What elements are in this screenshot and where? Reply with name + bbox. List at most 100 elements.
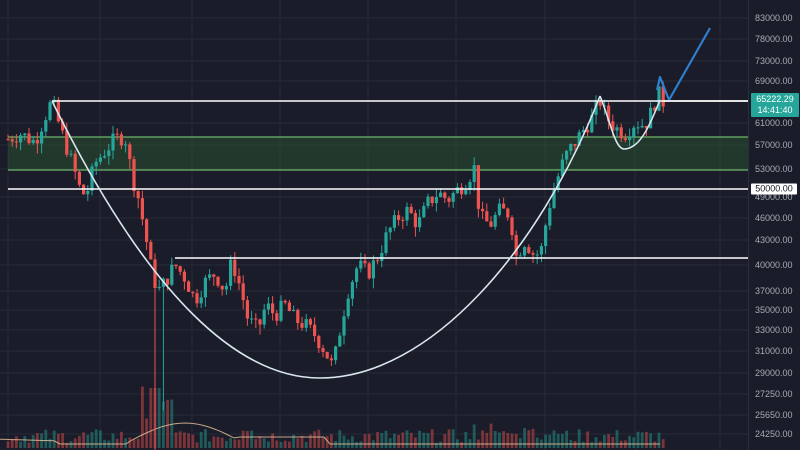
price-tick-label: 46000.00 [755,213,793,223]
candle-up [628,136,632,140]
price-tick-label: 69000.00 [755,76,793,86]
candle-up [40,131,44,144]
candle-down [136,191,140,199]
volume-bar [183,432,186,448]
volume-bar [523,427,526,448]
volume-bar [246,430,249,448]
candle-up [657,86,661,111]
candle-down [6,139,10,141]
candle-down [128,144,132,160]
volume-bar [132,439,136,448]
volume-bar [653,441,657,448]
volume-bar [435,442,438,448]
volume-bar [262,438,266,448]
candle-up [439,192,443,197]
candle-up [44,120,48,132]
price-tick-label: 53000.00 [755,164,793,174]
candle-down [481,208,485,212]
candle-up [94,161,98,167]
volume-bar [10,439,14,448]
candle-up [229,259,233,286]
price-chart[interactable] [0,0,748,450]
candle-up [69,153,73,155]
candle-down [61,121,65,131]
price-axis[interactable]: 83000.00 78000.00 73000.00 69000.00 61000.00… [748,0,800,450]
candle-down [245,300,249,319]
volume-bar [267,441,270,448]
volume-bar [577,429,581,448]
candle-down [132,159,136,192]
volume-bar [342,435,346,448]
volume-bar [31,435,35,448]
volume-bar [212,436,216,448]
volume-bar [78,435,81,448]
volume-bar [44,429,48,448]
volume-bar [628,435,631,448]
volume-bar [443,434,447,448]
candle-up [371,260,375,279]
candle-down [178,266,182,272]
volume-bar [330,434,333,448]
volume-bar [510,433,514,448]
volume-bar [439,441,442,448]
volume-bar [502,431,505,448]
candle-up [577,132,581,146]
candle-down [14,141,18,143]
candle-up [380,252,384,261]
volume-bar [15,436,18,448]
candle-up [384,232,388,253]
volume-bar [640,432,644,448]
volume-bar [422,432,426,448]
candle-down [35,140,39,144]
volume-bar [195,442,199,448]
volume-bar [430,429,434,448]
candle-up [523,247,527,256]
volume-bar [250,430,253,448]
volume-bar [229,437,232,448]
candle-down [623,138,627,140]
candle-down [506,208,510,218]
candle-down [502,203,506,209]
volume-bar [82,432,85,448]
volume-bar [615,430,619,448]
candle-up [472,165,476,183]
price-tick-label: 49000.00 [755,192,793,202]
candle-up [250,318,254,320]
volume-bar [187,433,190,448]
candle-down [489,221,493,227]
candle-down [287,302,291,312]
candle-down [271,303,275,314]
candle-countdown: 14:41:40 [757,105,793,115]
candle-up [468,182,472,191]
candle-up [359,260,363,269]
candle-down [254,318,258,320]
volume-bar [65,442,69,448]
candle-down [644,125,648,129]
candle-down [443,192,447,199]
candle-down [283,300,287,303]
candle-up [392,215,396,228]
candle-up [544,225,548,247]
candle-up [224,285,228,290]
volume-bar [594,437,598,448]
chart-canvas[interactable] [0,0,748,450]
candle-down [607,105,611,122]
volume-bar [338,430,342,448]
candle-down [149,241,153,260]
candle-up [464,190,468,195]
price-tick-label: 33000.00 [755,325,793,335]
volume-bar [611,436,615,448]
volume-bar [271,433,274,448]
candle-down [514,235,518,256]
candle-up [338,335,342,347]
volume-moving-average [0,422,660,445]
candle-up [560,159,564,177]
candle-up [98,157,102,162]
candle-up [103,156,107,158]
volume-bar [48,438,52,448]
price-tick-label: 27250.00 [755,389,793,399]
candle-up [581,130,585,133]
candle-down [611,121,615,131]
volume-bar [254,439,258,448]
candle-down [367,263,371,279]
